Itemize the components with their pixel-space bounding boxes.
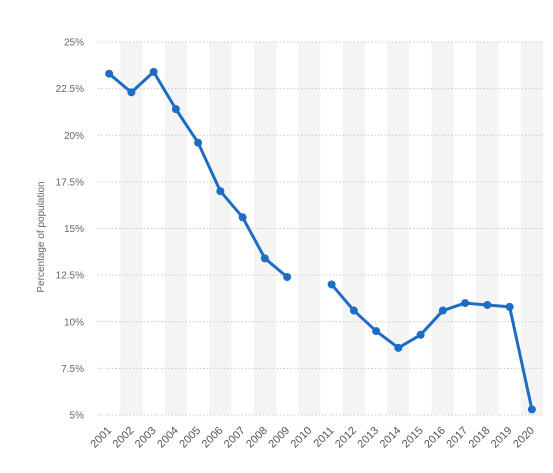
data-point	[505, 302, 514, 311]
x-tick-label: 2017	[444, 425, 470, 451]
data-point	[283, 272, 292, 281]
data-point	[127, 88, 136, 97]
y-axis-tick-labels: 25% 22.5% 20% 17.5% 15% 12.5% 10% 7.5% 5%	[56, 38, 84, 422]
data-point	[372, 327, 381, 336]
y-tick-label: 10%	[64, 317, 84, 328]
data-point	[483, 300, 492, 309]
x-axis-tick-labels: 2001200220032004200520062007200820092010…	[88, 425, 537, 451]
x-tick-label: 2011	[312, 425, 337, 450]
x-tick-label: 2009	[266, 425, 292, 451]
data-point	[194, 138, 203, 147]
data-point	[238, 213, 247, 222]
data-points	[105, 67, 536, 414]
data-point	[527, 405, 536, 414]
data-point	[327, 280, 336, 289]
gridlines	[98, 41, 543, 416]
x-tick-label: 2016	[422, 425, 448, 451]
x-tick-label: 2003	[133, 425, 159, 451]
x-tick-label: 2012	[333, 425, 359, 451]
x-tick-label: 2008	[244, 425, 270, 451]
data-point	[149, 67, 158, 76]
y-tick-label: 7.5%	[61, 364, 84, 375]
series-line	[330, 282, 534, 411]
x-tick-label: 2014	[378, 425, 404, 451]
y-tick-label: 25%	[64, 38, 84, 49]
data-point	[216, 187, 225, 196]
x-tick-label: 2018	[467, 425, 493, 451]
data-point	[461, 299, 470, 308]
x-tick-label: 2006	[200, 425, 226, 451]
y-tick-label: 5%	[70, 411, 85, 422]
x-tick-label: 2015	[400, 425, 426, 451]
data-point	[394, 343, 403, 352]
data-point	[105, 69, 114, 78]
y-tick-label: 12.5%	[56, 271, 84, 282]
y-tick-label: 20%	[64, 131, 84, 142]
y-axis-title: Percentage of population	[36, 181, 47, 292]
y-tick-label: 22.5%	[56, 84, 84, 95]
x-tick-label: 2005	[177, 425, 203, 451]
data-point	[171, 105, 180, 114]
x-tick-label: 2020	[511, 425, 537, 451]
column-band	[253, 42, 276, 415]
x-tick-label: 2002	[111, 425, 137, 451]
x-tick-label: 2010	[289, 425, 315, 451]
x-tick-label: 2004	[155, 425, 181, 451]
data-point	[349, 306, 358, 315]
x-tick-label: 2007	[222, 425, 248, 451]
data-point	[260, 254, 269, 263]
x-tick-label: 2019	[489, 425, 515, 451]
x-tick-label: 2013	[355, 425, 381, 451]
data-point	[438, 306, 447, 315]
data-point	[416, 330, 425, 339]
x-tick-label: 2001	[88, 425, 114, 451]
y-tick-label: 17.5%	[56, 177, 84, 188]
y-tick-label: 15%	[64, 224, 84, 235]
